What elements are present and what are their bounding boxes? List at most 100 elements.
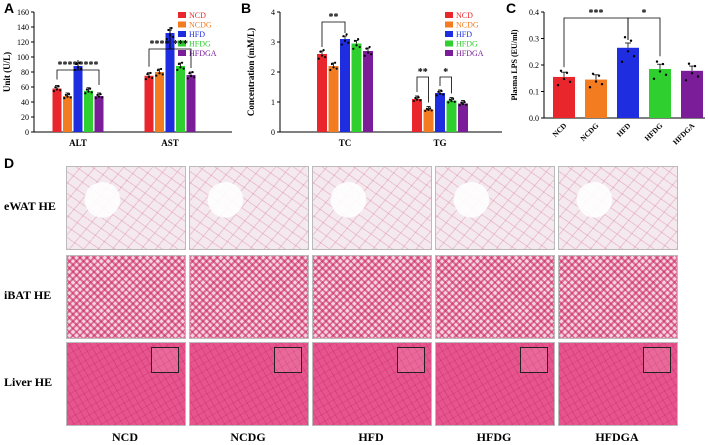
data-point bbox=[332, 66, 335, 69]
data-point bbox=[179, 66, 182, 69]
data-point bbox=[450, 100, 453, 103]
data-point bbox=[330, 62, 333, 66]
data-point bbox=[427, 108, 430, 112]
data-point bbox=[623, 36, 627, 39]
bar bbox=[144, 75, 154, 132]
data-point bbox=[329, 68, 332, 72]
column-label: HFD bbox=[358, 430, 384, 444]
y-tick-label: 0.2 bbox=[529, 61, 539, 70]
data-point bbox=[193, 76, 196, 79]
y-axis-label: Unit (U/L) bbox=[2, 52, 12, 92]
histology-image bbox=[66, 166, 186, 250]
y-axis-label: Concentration (mM/L) bbox=[246, 28, 256, 116]
data-point bbox=[161, 73, 164, 76]
data-point bbox=[438, 92, 442, 95]
x-tick-label: TC bbox=[339, 138, 352, 148]
data-point bbox=[63, 97, 66, 100]
legend-label: NCD bbox=[456, 11, 473, 20]
bar bbox=[363, 51, 373, 132]
x-tick-label: HFD bbox=[615, 121, 633, 139]
data-point bbox=[620, 60, 624, 64]
data-point bbox=[151, 76, 154, 80]
significance-bracket bbox=[77, 60, 100, 85]
data-point bbox=[461, 102, 465, 106]
data-point bbox=[442, 93, 445, 96]
data-point bbox=[425, 107, 428, 110]
data-point bbox=[144, 78, 147, 81]
data-point bbox=[352, 47, 355, 50]
significance-label: *** bbox=[589, 8, 604, 19]
y-tick-label: 2 bbox=[271, 68, 275, 77]
bar bbox=[63, 96, 72, 132]
legend-swatch bbox=[445, 40, 453, 47]
data-point bbox=[568, 80, 572, 84]
bar bbox=[317, 54, 327, 132]
data-point bbox=[177, 62, 180, 66]
data-point bbox=[452, 97, 455, 101]
data-point bbox=[55, 88, 59, 91]
data-point bbox=[366, 51, 370, 54]
significance-label: * bbox=[642, 8, 647, 19]
y-tick-label: 140 bbox=[17, 23, 29, 32]
data-point bbox=[334, 61, 337, 64]
significance-label: **** bbox=[150, 39, 170, 50]
data-point bbox=[340, 43, 343, 46]
data-point bbox=[429, 107, 432, 110]
histology-image bbox=[312, 255, 432, 339]
y-tick-label: 0 bbox=[271, 128, 275, 137]
data-point bbox=[59, 89, 62, 92]
data-point bbox=[57, 85, 60, 88]
data-point bbox=[167, 28, 170, 32]
data-point bbox=[437, 90, 440, 93]
data-point bbox=[448, 98, 451, 101]
data-point bbox=[324, 56, 327, 59]
bar bbox=[176, 66, 185, 132]
legend-label: HFD bbox=[189, 30, 205, 39]
significance-bracket bbox=[439, 76, 452, 94]
data-point bbox=[317, 57, 320, 60]
y-tick-label: 60 bbox=[21, 83, 29, 92]
data-point bbox=[417, 96, 420, 99]
y-tick-label: 40 bbox=[21, 98, 29, 107]
data-point bbox=[565, 71, 569, 75]
y-tick-label: 0 bbox=[25, 128, 29, 137]
data-point bbox=[460, 101, 463, 104]
legend-label: NCDG bbox=[456, 21, 479, 30]
data-point bbox=[559, 69, 563, 72]
data-point bbox=[66, 95, 69, 98]
data-point bbox=[170, 26, 173, 30]
data-point bbox=[696, 75, 700, 78]
data-point bbox=[101, 96, 104, 99]
data-point bbox=[182, 67, 185, 70]
data-point bbox=[600, 82, 604, 86]
bar bbox=[458, 103, 468, 132]
bar bbox=[412, 99, 422, 132]
bar bbox=[340, 39, 350, 132]
y-tick-label: 0.3 bbox=[529, 35, 539, 44]
data-point bbox=[188, 72, 191, 75]
zoom-inset bbox=[274, 347, 302, 373]
y-tick-label: 4 bbox=[271, 8, 275, 17]
data-point bbox=[156, 69, 159, 72]
data-point bbox=[440, 89, 443, 93]
column-label: HFDGA bbox=[595, 430, 639, 444]
data-point bbox=[594, 80, 598, 83]
bar bbox=[681, 70, 703, 118]
data-point bbox=[172, 35, 175, 39]
data-point bbox=[652, 77, 656, 80]
histology-image bbox=[435, 342, 555, 426]
data-point bbox=[189, 75, 193, 78]
data-point bbox=[368, 45, 371, 49]
zoom-inset bbox=[397, 347, 425, 373]
row-label: eWAT HE bbox=[4, 199, 56, 213]
legend-swatch bbox=[445, 50, 453, 56]
data-point bbox=[90, 91, 93, 94]
data-point bbox=[430, 109, 433, 112]
data-point bbox=[363, 54, 366, 57]
bar bbox=[351, 43, 362, 132]
data-point bbox=[158, 72, 161, 75]
panel-letter-a: A bbox=[4, 0, 15, 16]
data-point bbox=[80, 67, 83, 70]
data-point bbox=[84, 92, 87, 95]
data-point bbox=[357, 37, 360, 41]
